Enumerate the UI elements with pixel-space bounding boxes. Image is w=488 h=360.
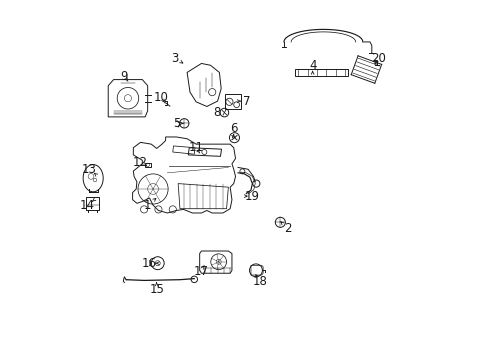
Text: 6: 6 <box>229 122 237 135</box>
Text: 3: 3 <box>170 51 178 64</box>
Text: 10: 10 <box>154 91 168 104</box>
Text: 4: 4 <box>308 59 316 72</box>
Text: 18: 18 <box>252 275 267 288</box>
Text: 1: 1 <box>143 199 151 212</box>
Text: 9: 9 <box>121 69 128 82</box>
Text: 11: 11 <box>188 141 203 154</box>
Text: 15: 15 <box>149 283 164 296</box>
Text: 16: 16 <box>142 257 157 270</box>
Text: 19: 19 <box>244 190 259 203</box>
Text: 2: 2 <box>283 222 291 235</box>
Text: 20: 20 <box>371 52 386 65</box>
Text: 17: 17 <box>193 265 208 278</box>
Text: 5: 5 <box>172 117 180 130</box>
Text: 12: 12 <box>133 156 148 168</box>
Text: 8: 8 <box>212 106 220 119</box>
Text: 13: 13 <box>82 163 97 176</box>
Text: 7: 7 <box>242 95 249 108</box>
Text: 14: 14 <box>80 199 95 212</box>
